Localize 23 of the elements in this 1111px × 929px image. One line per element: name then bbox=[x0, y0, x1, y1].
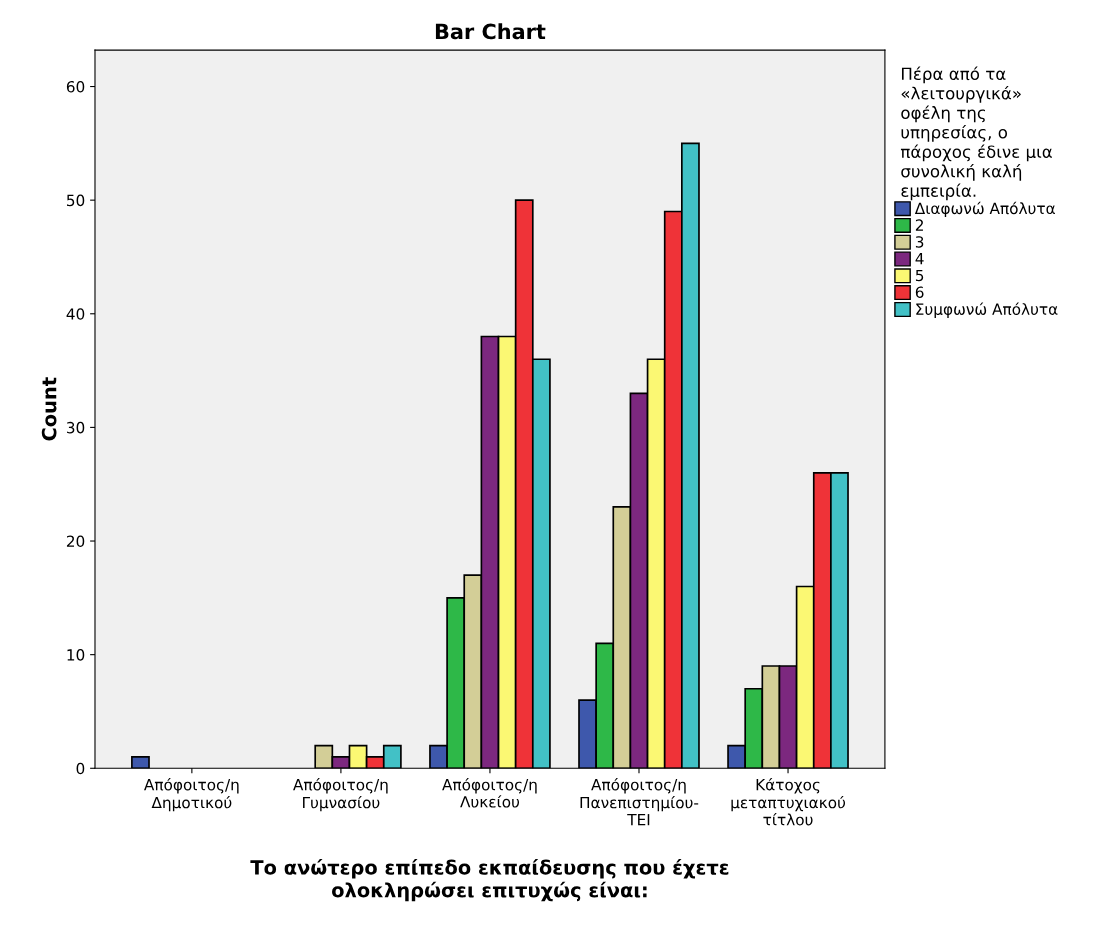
y-tick-label: 50 bbox=[67, 194, 85, 207]
x-tick-label: Απόφοιτος/η Γυμνασίου bbox=[293, 778, 388, 812]
x-tick-label: Κάτοχος μεταπτυχιακού τίτλου bbox=[731, 778, 846, 826]
y-tick-label: 10 bbox=[67, 649, 85, 661]
x-axis-title: Το ανώτερο επίπεδο εκπαίδευσης που έχετε ολοκληρώσει επιτυχώς είναι: bbox=[250, 858, 729, 902]
y-tick-label: 30 bbox=[66, 421, 85, 434]
x-tick-label: Απόφοιτος/η Δημοτικού bbox=[144, 778, 239, 812]
legend-label: Συμφωνώ Απόλυτα bbox=[916, 302, 1058, 318]
legend-label: 2 bbox=[915, 219, 923, 231]
legend-label: 4 bbox=[915, 253, 924, 265]
y-tick-label: 40 bbox=[66, 308, 85, 320]
legend-label: 5 bbox=[915, 269, 924, 282]
legend-label: 6 bbox=[915, 286, 924, 299]
legend-label: 3 bbox=[915, 236, 924, 248]
y-axis-title: Count bbox=[41, 377, 57, 441]
x-tick-label: Απόφοιτος/η Λυκείου bbox=[442, 778, 537, 808]
legend-title: Πέρα από τα «λειτουργικά» οφέλη της υπηρεσίας, ο πάροχος έδινε μια συνολική καλή εμπειρία. bbox=[900, 66, 1052, 201]
y-tick-label: 60 bbox=[66, 80, 85, 93]
y-tick-label: 20 bbox=[66, 535, 85, 548]
y-tick-label: 0 bbox=[76, 762, 85, 775]
legend-label: Διαφωνώ Απόλυτα bbox=[914, 201, 1055, 218]
chart-title: Bar Chart bbox=[435, 23, 546, 40]
x-tick-label: Απόφοιτος/η Πανεπιστημίου- ΤΕΙ bbox=[580, 778, 699, 826]
